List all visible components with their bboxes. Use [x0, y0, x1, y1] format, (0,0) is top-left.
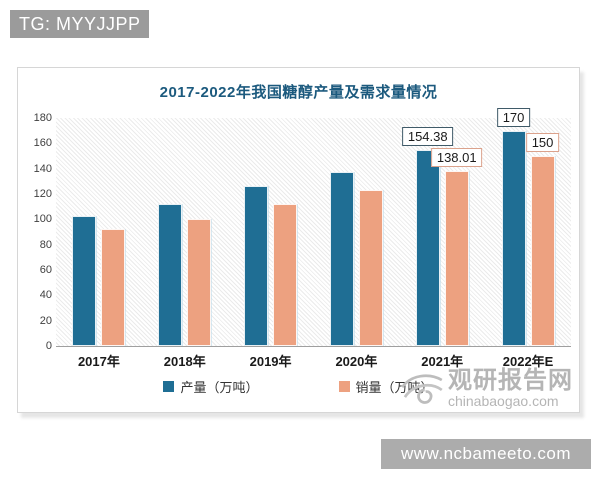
x-tick-label: 2017年	[77, 354, 120, 369]
bar-group: 170 150	[485, 107, 571, 346]
x-tick-label: 2020年	[335, 354, 378, 369]
bar	[329, 172, 354, 346]
y-tick-label: 160	[33, 137, 52, 150]
y-tick-label: 80	[39, 238, 52, 251]
bar	[158, 204, 183, 346]
legend: 产量（万吨） 销量（万吨）	[18, 377, 579, 396]
bar-group	[228, 118, 314, 346]
legend-item: 产量（万吨）	[163, 377, 259, 396]
x-axis: 2017年 2018年 2019年 2020年 2021年 2022年E	[56, 351, 571, 369]
bar-group	[313, 118, 399, 346]
data-label: 138.01	[430, 148, 483, 168]
y-tick-label: 120	[33, 188, 52, 201]
footer-url-text: www.ncbameeto.com	[400, 444, 572, 463]
data-label: 150	[525, 133, 560, 152]
legend-label: 销量（万吨）	[355, 380, 434, 395]
data-label: 154.38	[401, 127, 454, 147]
bar	[72, 215, 97, 346]
bar: 154.38	[401, 127, 454, 346]
bar	[358, 190, 383, 346]
y-tick-label: 60	[39, 264, 52, 277]
x-tick-label: 2019年	[249, 354, 292, 369]
y-tick-label: 100	[33, 213, 52, 226]
bar: 170	[496, 107, 531, 346]
y-tick-label: 140	[33, 162, 52, 175]
bar	[101, 229, 126, 346]
bar	[187, 219, 212, 346]
y-axis: 0 20 40 60 80 100 120 140 160 180	[18, 112, 52, 352]
chart-title: 2017-2022年我国糖醇产量及需求量情况	[159, 84, 438, 101]
bar	[244, 186, 269, 346]
legend-item: 销量（万吨）	[338, 377, 434, 396]
bar-group	[56, 118, 142, 346]
y-tick-label: 180	[33, 112, 52, 124]
footer-url-banner: www.ncbameeto.com	[381, 439, 591, 469]
legend-swatch	[163, 381, 175, 392]
y-tick-label: 40	[39, 289, 52, 302]
y-tick-label: 0	[45, 340, 52, 352]
x-tick-label: 2022年E	[502, 354, 554, 369]
x-tick-label: 2021年	[421, 354, 464, 369]
x-tick-label: 2018年	[163, 354, 206, 369]
data-label: 170	[496, 107, 531, 127]
bar	[273, 204, 298, 346]
legend-label: 产量（万吨）	[180, 380, 259, 395]
bar-group	[142, 118, 228, 346]
bar-group: 154.38 138.01	[399, 118, 485, 346]
legend-swatch	[338, 381, 350, 392]
bar: 150	[525, 133, 560, 346]
y-tick-label: 20	[39, 314, 52, 327]
chart-card: 2017-2022年我国糖醇产量及需求量情况 0 20 40 60 80 100 120 14…	[17, 67, 580, 413]
promo-tag-badge: TG: MYYJJPP	[10, 10, 149, 38]
plot-area: 154.38 138.01 170 150	[56, 107, 571, 347]
bar: 138.01	[430, 148, 483, 346]
